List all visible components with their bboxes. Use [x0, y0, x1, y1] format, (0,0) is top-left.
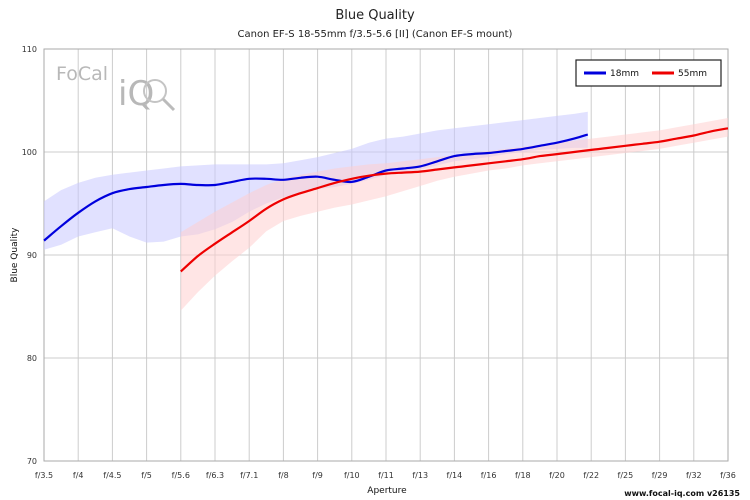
y-tick-label: 90 — [27, 251, 37, 260]
logo: FoCal iQ — [56, 63, 176, 114]
logo-text-top: FoCal — [56, 63, 108, 85]
line-18mm — [43, 133, 589, 242]
x-tick-label: f/5.6 — [172, 471, 190, 480]
legend: 18mm 55mm — [575, 59, 722, 87]
y-tick-label: 80 — [27, 354, 37, 363]
x-axis-label: Aperture — [367, 486, 407, 496]
logo-lens-icon — [143, 79, 167, 103]
x-tick-label: f/32 — [686, 471, 702, 480]
logo-handle-icon — [161, 97, 176, 112]
legend-label-55mm: 55mm — [678, 69, 707, 79]
x-tick-label: f/6.3 — [206, 471, 224, 480]
series-lines — [43, 127, 729, 273]
x-tick-label: f/7.1 — [240, 471, 258, 480]
x-tick-label: f/9 — [312, 471, 323, 480]
x-tick-label: f/8 — [278, 471, 289, 480]
x-tick-label: f/10 — [344, 471, 360, 480]
chart-subtitle: Canon EF-S 18-55mm f/3.5-5.6 [II] (Canon… — [238, 29, 513, 40]
y-tick-label: 70 — [27, 457, 37, 466]
x-tick-label: f/20 — [549, 471, 565, 480]
x-tick-label: f/36 — [720, 471, 736, 480]
x-tick-label: f/13 — [412, 471, 428, 480]
chart-title: Blue Quality — [335, 8, 415, 23]
x-tick-label: f/4.5 — [103, 471, 121, 480]
x-tick-label: f/16 — [481, 471, 497, 480]
x-tick-label: f/22 — [583, 471, 599, 480]
x-tick-label: f/5 — [141, 471, 152, 480]
line-55mm — [180, 127, 729, 273]
legend-label-18mm: 18mm — [610, 69, 639, 79]
y-axis-label: Blue Quality — [10, 227, 20, 283]
x-tick-labels: f/3.5 f/4 f/4.5 f/5 f/5.6 f/6.3 f/7.1 f/8 f/9 f/1… — [35, 471, 736, 480]
x-tick-label: f/14 — [447, 471, 463, 480]
x-tick-label: f/3.5 — [35, 471, 53, 480]
x-tick-label: f/18 — [515, 471, 531, 480]
y-tick-labels: 70 80 90 100 110 — [22, 45, 37, 466]
y-tick-label: 110 — [22, 45, 37, 54]
plot-border — [43, 48, 729, 462]
x-tick-label: f/29 — [652, 471, 668, 480]
x-tick-label: f/25 — [618, 471, 634, 480]
x-tick-label: f/4 — [73, 471, 84, 480]
logo-text-bottom: iQ — [118, 74, 154, 114]
x-tick-label: f/11 — [378, 471, 394, 480]
y-tick-label: 100 — [22, 148, 37, 157]
footer-credit: www.focal-iq.com v26135 — [624, 489, 740, 498]
